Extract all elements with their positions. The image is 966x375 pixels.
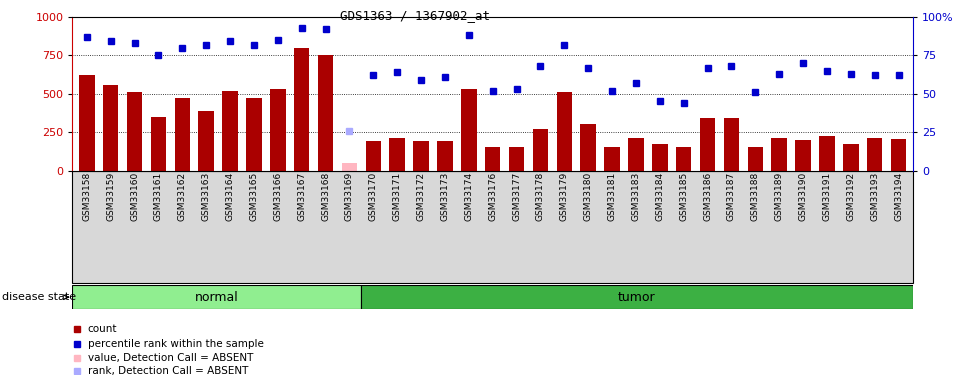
Bar <box>843 144 859 171</box>
Bar <box>699 118 715 171</box>
Bar <box>772 138 787 171</box>
Text: rank, Detection Call = ABSENT: rank, Detection Call = ABSENT <box>88 366 248 375</box>
Bar <box>628 138 643 171</box>
Bar <box>748 147 763 171</box>
Bar <box>485 147 500 171</box>
Bar <box>127 92 142 171</box>
Bar <box>461 89 476 171</box>
Bar <box>891 139 906 171</box>
Bar <box>222 91 238 171</box>
Bar <box>342 163 357 171</box>
Bar <box>795 140 810 171</box>
Text: value, Detection Call = ABSENT: value, Detection Call = ABSENT <box>88 353 253 363</box>
Bar <box>724 118 739 171</box>
Bar <box>652 144 668 171</box>
Bar <box>605 147 620 171</box>
Bar <box>198 111 213 171</box>
Text: GDS1363 / 1367902_at: GDS1363 / 1367902_at <box>340 9 491 22</box>
Text: percentile rank within the sample: percentile rank within the sample <box>88 339 264 349</box>
Bar <box>413 141 429 171</box>
Bar <box>389 138 405 171</box>
Bar <box>360 285 913 309</box>
Bar <box>867 138 882 171</box>
Bar <box>151 117 166 171</box>
Text: disease state: disease state <box>2 292 76 302</box>
Bar <box>294 48 309 171</box>
Bar <box>676 147 692 171</box>
Bar <box>532 129 548 171</box>
Bar <box>72 285 360 309</box>
Bar <box>79 75 95 171</box>
Text: tumor: tumor <box>618 291 656 304</box>
Bar <box>175 98 190 171</box>
Bar <box>270 89 286 171</box>
Bar <box>103 84 119 171</box>
Bar <box>438 141 453 171</box>
Text: count: count <box>88 324 117 334</box>
Bar <box>318 56 333 171</box>
Bar <box>581 124 596 171</box>
Bar <box>246 98 262 171</box>
Bar <box>365 141 381 171</box>
Text: normal: normal <box>194 291 239 304</box>
Bar <box>509 147 525 171</box>
Bar <box>556 92 572 171</box>
Bar <box>819 136 835 171</box>
